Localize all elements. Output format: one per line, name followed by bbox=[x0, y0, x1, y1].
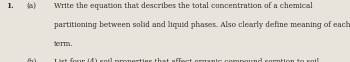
Text: Write the equation that describes the total concentration of a chemical: Write the equation that describes the to… bbox=[54, 2, 313, 10]
Text: (a): (a) bbox=[26, 2, 36, 10]
Text: List four (4) soil properties that affect organic compound sorption to soil: List four (4) soil properties that affec… bbox=[54, 58, 319, 62]
Text: partitioning between solid and liquid phases. Also clearly define meaning of eac: partitioning between solid and liquid ph… bbox=[54, 21, 350, 29]
Text: 1.: 1. bbox=[6, 2, 14, 10]
Text: term.: term. bbox=[54, 40, 74, 48]
Text: (b): (b) bbox=[26, 58, 37, 62]
